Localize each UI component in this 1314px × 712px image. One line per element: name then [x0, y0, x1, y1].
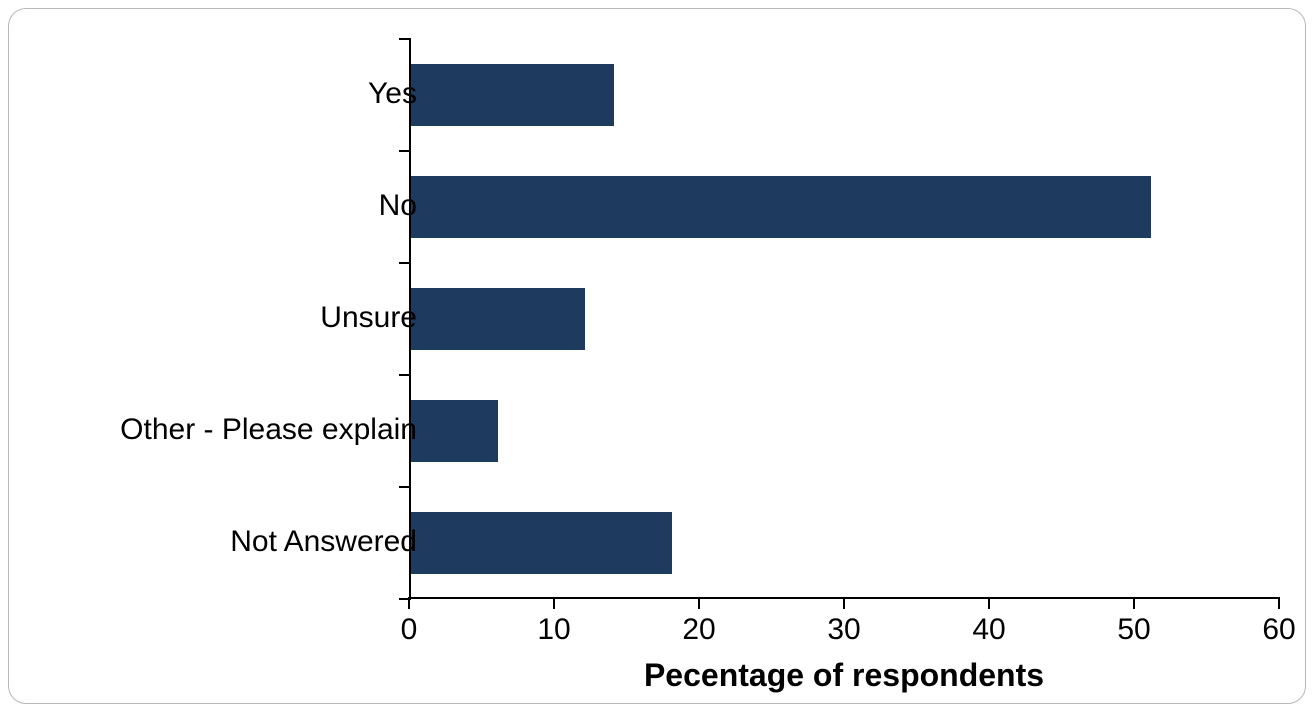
bar [411, 176, 1151, 238]
x-tick [1278, 597, 1280, 609]
category-label: Not Answered [17, 525, 417, 559]
plot-area [409, 39, 1279, 599]
x-tick-label: 10 [524, 613, 584, 647]
x-tick-label: 20 [669, 613, 729, 647]
x-tick [408, 597, 410, 609]
y-tick [399, 486, 411, 488]
y-tick [399, 262, 411, 264]
bar [411, 512, 672, 574]
bar [411, 288, 585, 350]
x-tick-label: 60 [1249, 613, 1309, 647]
y-tick [399, 150, 411, 152]
x-tick [698, 597, 700, 609]
x-tick-label: 50 [1104, 613, 1164, 647]
category-label: Unsure [17, 301, 417, 335]
x-axis-title: Pecentage of respondents [409, 657, 1279, 694]
category-label: No [17, 189, 417, 223]
x-tick [553, 597, 555, 609]
category-label: Other - Please explain [17, 413, 417, 447]
x-tick [1133, 597, 1135, 609]
y-tick [399, 374, 411, 376]
bar [411, 400, 498, 462]
category-label: Yes [17, 77, 417, 111]
chart-frame: Pecentage of respondents Yes No Unsure Othe… [8, 8, 1306, 704]
bar [411, 64, 614, 126]
y-tick [399, 38, 411, 40]
x-tick-label: 40 [959, 613, 1019, 647]
x-tick [988, 597, 990, 609]
x-tick-label: 30 [814, 613, 874, 647]
x-tick-label: 0 [379, 613, 439, 647]
x-tick [843, 597, 845, 609]
